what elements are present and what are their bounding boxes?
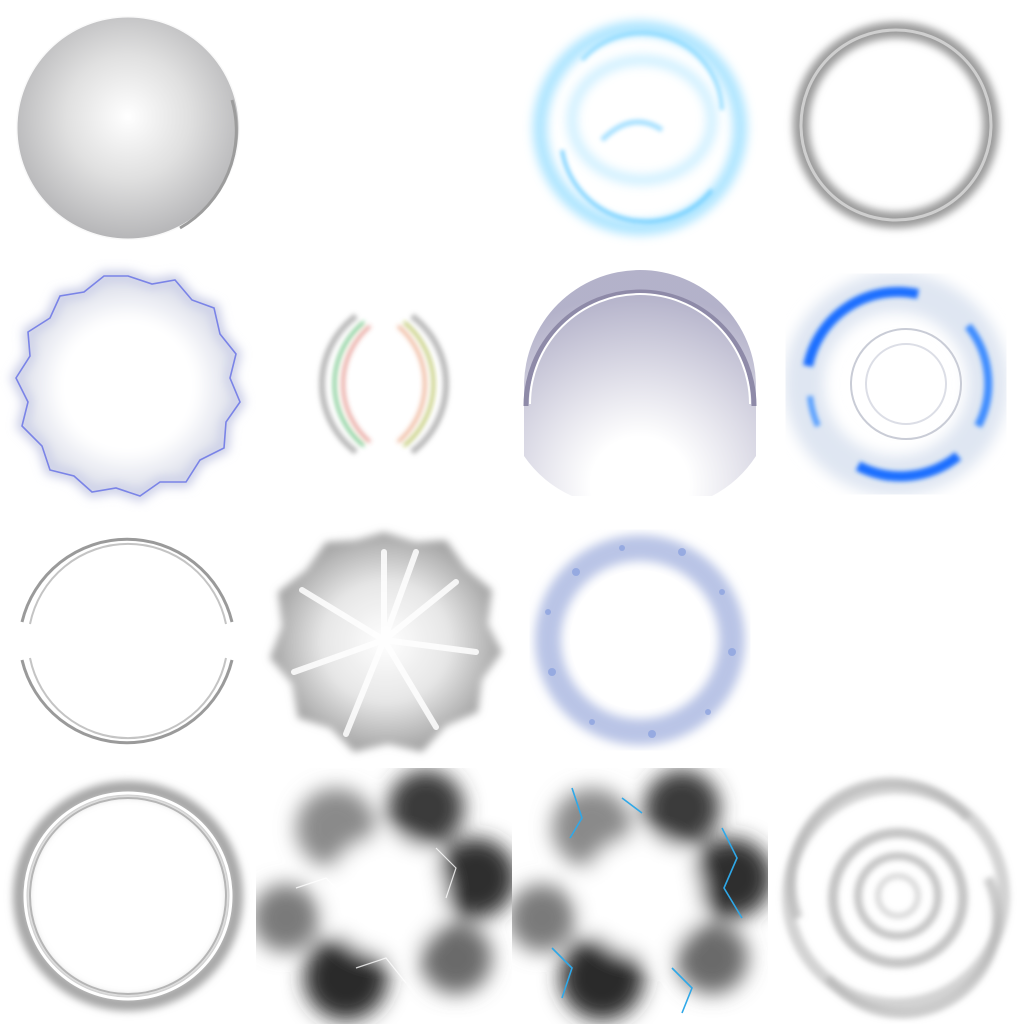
gray-thick-ring-sprite [793,22,999,228]
blue-swirl-ring-sprite [533,21,747,235]
sprite-cell [256,256,512,512]
lavender-half-dome-sprite [523,270,757,496]
sprite-cell [768,0,1024,256]
gray-vortex-sprite [782,777,1010,1019]
sprite-cell [256,768,512,1024]
sprite-cell [0,0,256,256]
empty-slot [768,512,1024,768]
sprite-cell [0,512,256,768]
sprite-cell [512,768,768,1024]
sprite-cell [256,512,512,768]
rainbow-arc-sprite [319,313,449,455]
sprite-cell [0,768,256,1024]
glossy-sphere-sprite [14,14,242,242]
empty-slot [256,0,512,256]
sprite-cell [768,256,1024,512]
sprite-cell [512,256,768,512]
smoke-lightning-burst-sprite [512,770,768,1020]
soft-gray-ring-sprite [13,781,243,1011]
wavy-purple-edge-ring-sprite [10,271,246,502]
blue-energy-ring-sprite [784,272,1008,496]
smoke-burst-sprite [256,770,512,1020]
blue-sparkle-ring-sprite [535,535,745,745]
sprite-cell [512,0,768,256]
thin-double-arc-ring-sprite [20,537,234,745]
gray-starburst-sprite [270,532,502,752]
sprite-cell [768,768,1024,1024]
sprite-cell [0,256,256,512]
sprite-cell [512,512,768,768]
